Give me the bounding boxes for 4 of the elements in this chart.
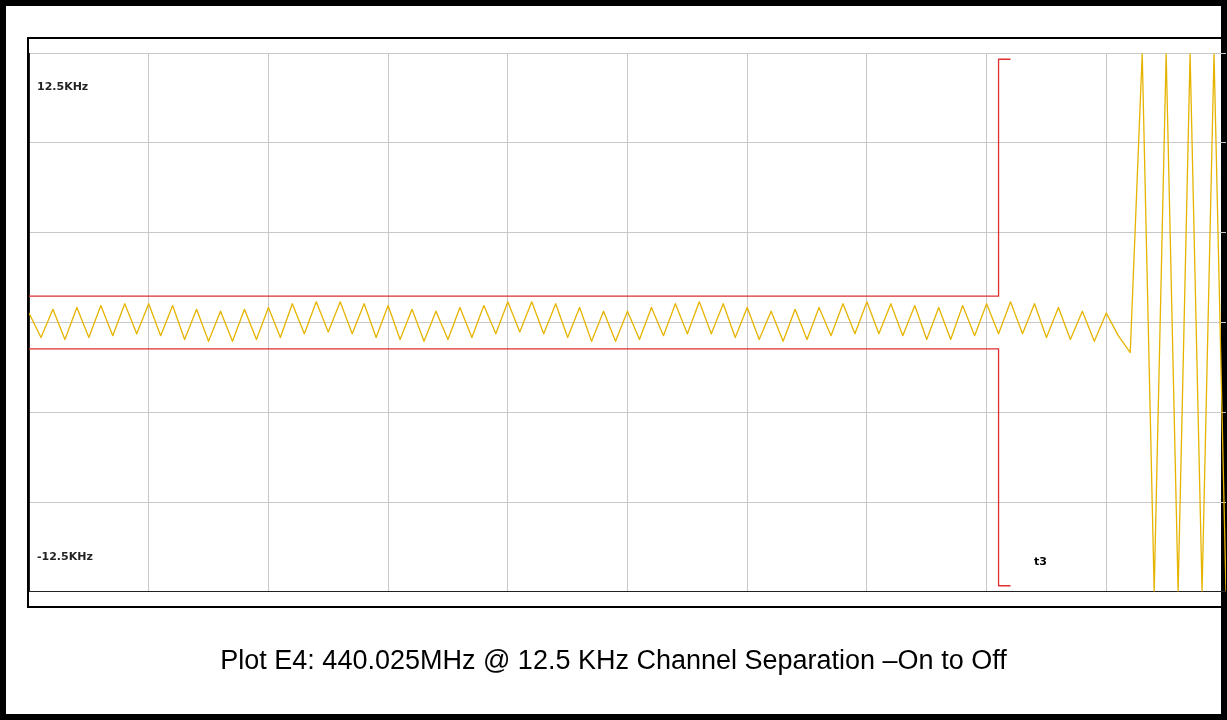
text: Plot E4: 440.025MHz @ 12.5 KHz Channel Separation –On to Off (219, 645, 1008, 676)
y-tick-label: 12.5KHz (37, 80, 89, 94)
annotation: t3 (1034, 555, 1047, 568)
y-tick-label: -12.5KHz (37, 550, 93, 564)
